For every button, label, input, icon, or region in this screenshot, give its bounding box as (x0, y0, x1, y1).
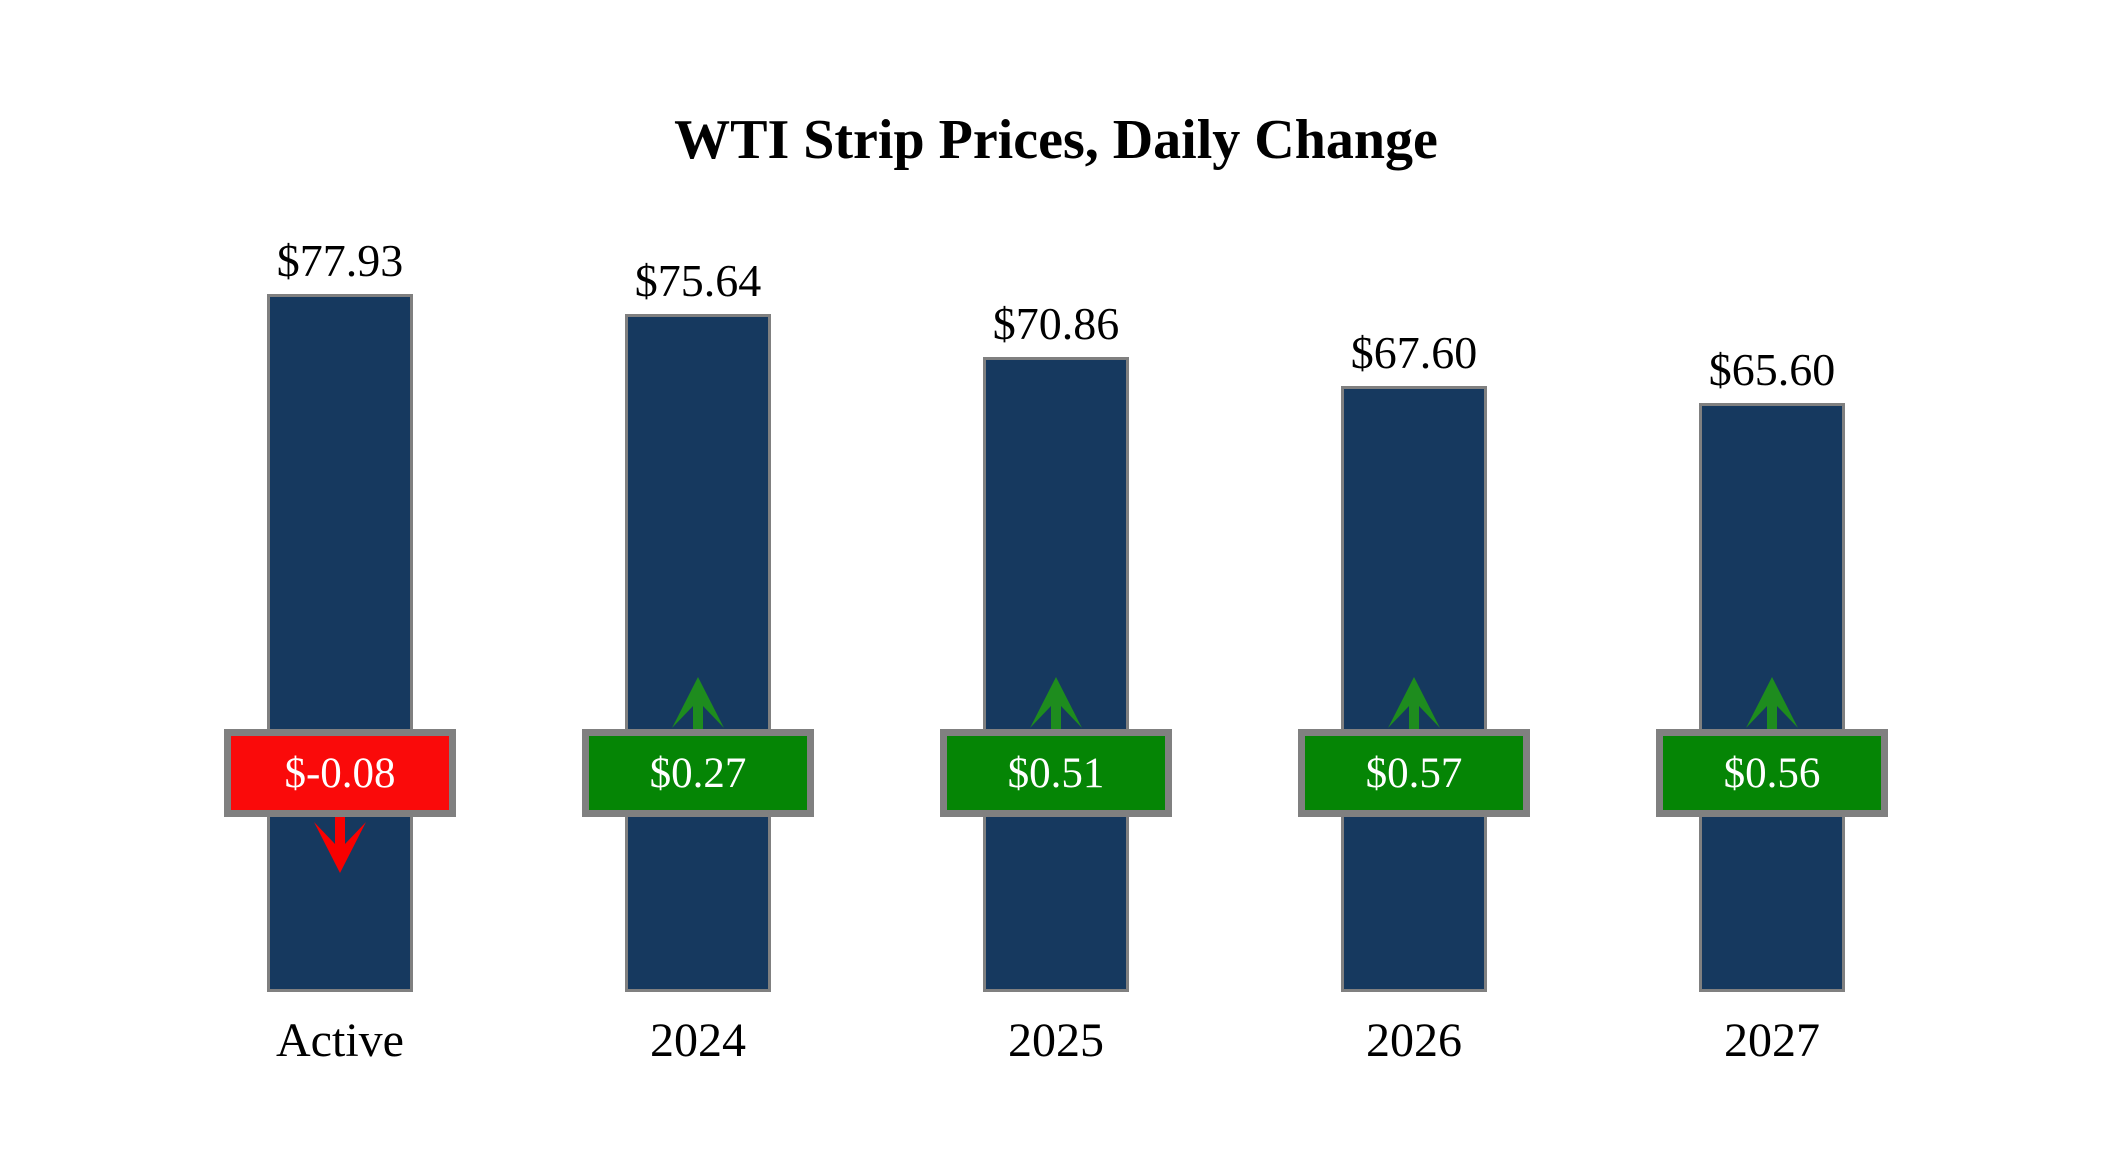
bar-rect (267, 294, 413, 992)
change-badge-label: $0.27 (649, 749, 747, 797)
bar-column: $65.60 $0.56 2027 (1656, 160, 1888, 1100)
change-badge: $0.27 (582, 729, 814, 817)
chart-title: WTI Strip Prices, Daily Change (674, 109, 1438, 171)
change-badge-label: $0.56 (1723, 749, 1821, 797)
axis-label: 2024 (650, 1014, 746, 1067)
change-badge: $-0.08 (224, 729, 456, 817)
change-badge: $0.57 (1298, 729, 1530, 817)
axis-label: Active (276, 1014, 404, 1067)
change-badge-label: $-0.08 (284, 749, 396, 797)
bar-column: $75.64 $0.27 2024 (582, 160, 814, 1100)
price-label: $77.93 (276, 235, 404, 286)
bar-column: $70.86 $0.51 2025 (940, 160, 1172, 1100)
up-arrow-icon (672, 677, 724, 730)
axis-label: 2025 (1008, 1014, 1104, 1067)
bar-column: $67.60 $0.57 2026 (1298, 160, 1530, 1100)
down-arrow-icon (314, 817, 366, 873)
up-arrow-icon (1030, 677, 1082, 730)
change-badge: $0.56 (1656, 729, 1888, 817)
price-label: $67.60 (1350, 327, 1478, 378)
axis-label: 2026 (1366, 1014, 1462, 1067)
price-label: $70.86 (992, 298, 1120, 349)
bar-column: $77.93 $-0.08 Active (224, 160, 456, 1100)
up-arrow-icon (1746, 677, 1798, 730)
change-badge: $0.51 (940, 729, 1172, 817)
change-badge-label: $0.51 (1007, 749, 1105, 797)
axis-label: 2027 (1724, 1014, 1820, 1067)
change-badge-label: $0.57 (1365, 749, 1463, 797)
price-label: $65.60 (1708, 344, 1836, 395)
bar-rect (983, 357, 1129, 992)
bar-rect (625, 314, 771, 992)
up-arrow-icon (1388, 677, 1440, 730)
price-label: $75.64 (634, 255, 762, 306)
